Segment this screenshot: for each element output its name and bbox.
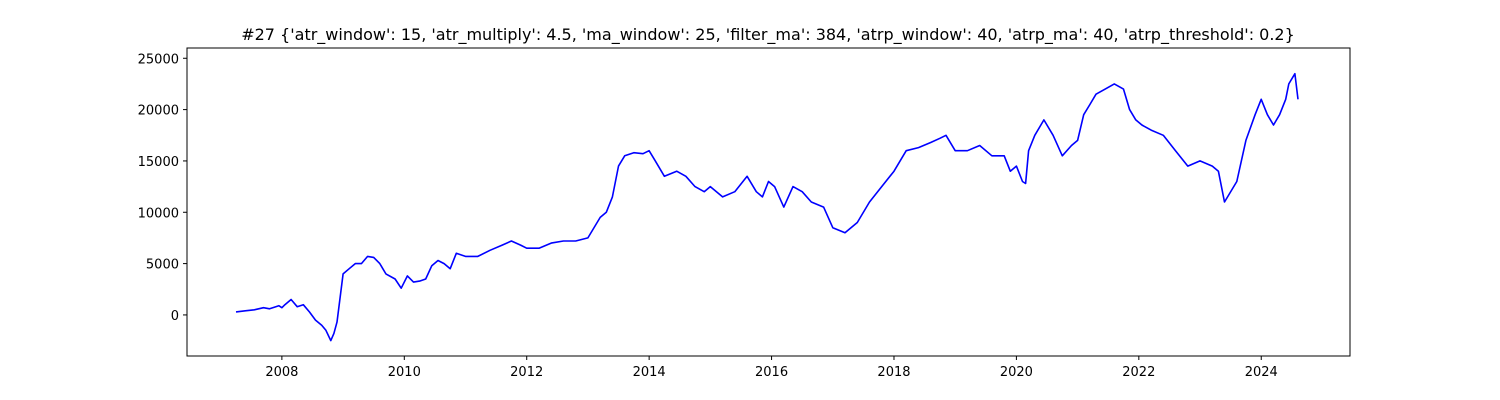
y-axis: 0 5000 10000 15000 20000 25000 — [138, 52, 187, 324]
y-tick-label: 20000 — [138, 104, 179, 119]
x-tick-label: 2016 — [755, 365, 788, 380]
plot-area — [186, 47, 1351, 357]
x-tick-label: 2008 — [265, 365, 298, 380]
x-tick-label: 2022 — [1122, 365, 1155, 380]
chart-title: #27 {'atr_window': 15, 'atr_multiply': 4… — [241, 25, 1295, 45]
x-tick-label: 2018 — [877, 365, 910, 380]
x-tick-label: 2010 — [388, 365, 421, 380]
y-tick-label: 25000 — [138, 52, 179, 67]
plot-frame — [186, 47, 1351, 357]
x-axis: 2008 2010 2012 2014 2016 2018 2020 2022 2024 — [265, 356, 1278, 380]
x-tick-label: 2014 — [633, 365, 666, 380]
y-tick-label: 15000 — [138, 155, 179, 170]
series-line-0 — [235, 72, 1299, 342]
y-tick-label: 5000 — [146, 258, 179, 273]
y-tick-label: 10000 — [138, 206, 179, 221]
x-tick-label: 2012 — [510, 365, 543, 380]
y-tick-label: 0 — [171, 309, 179, 324]
x-tick-label: 2020 — [1000, 365, 1033, 380]
x-tick-label: 2024 — [1245, 365, 1278, 380]
